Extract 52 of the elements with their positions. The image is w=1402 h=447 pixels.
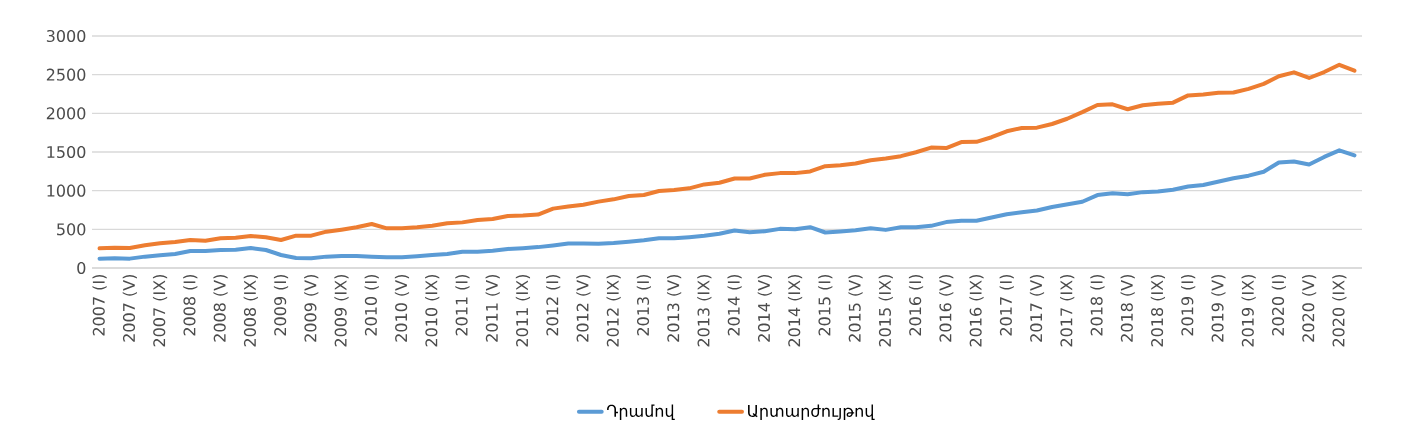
x-tick-label: 2018 (I) — [1090, 275, 1105, 336]
x-tick-label: 2012 (IX) — [606, 275, 621, 347]
x-tick-label: 2020 (IX) — [1332, 275, 1347, 347]
legend-label: Արտարժույթով — [748, 404, 875, 421]
x-tick-label: 2020 (I) — [1271, 275, 1286, 336]
x-tick-label: 2007 (V) — [122, 275, 137, 342]
x-tick-label: 2013 (IX) — [697, 275, 712, 347]
y-tick-label: 0 — [77, 261, 86, 275]
x-tick-label: 2017 (V) — [1029, 275, 1045, 342]
x-tick-label: 2013 (V) — [666, 275, 682, 342]
x-tick-label: 2015 (V) — [848, 275, 863, 342]
x-tick-label: 2013 (I) — [636, 275, 651, 336]
x-tick-label: 2008 (V) — [213, 275, 228, 342]
x-tick-label: 2007 (I) — [92, 275, 107, 336]
x-tick-label: 2014 (V) — [757, 275, 772, 342]
x-tick-label: 2010 (I) — [364, 275, 379, 336]
x-tick-label: 2017 (I) — [999, 275, 1014, 336]
x-tick-label: 2010 (IX) — [425, 275, 440, 347]
x-tick-label: 2011 (IX) — [515, 275, 531, 347]
x-tick-label: 2009 (V) — [304, 275, 319, 342]
y-tick-label: 2000 — [46, 107, 86, 120]
x-tick-label: 2016 (IX) — [969, 275, 984, 347]
x-tick-label: 2016 (I) — [908, 275, 924, 336]
x-tick-label: 2018 (V) — [1120, 275, 1135, 342]
y-tick-label: 1000 — [47, 184, 86, 197]
x-tick-label: 2015 (IX) — [878, 275, 893, 347]
x-tick-label: 2019 (IX) — [1241, 275, 1256, 347]
y-tick-label: 1500 — [47, 145, 86, 159]
y-tick-label: 2500 — [46, 68, 86, 81]
x-tick-label: 2019 (V) — [1211, 275, 1226, 342]
x-tick-label: 2016 (V) — [939, 275, 954, 342]
y-tick-label: 500 — [57, 223, 86, 236]
y-tick-label: 3000 — [46, 29, 86, 43]
x-tick-label: 2011 (I) — [455, 275, 470, 336]
x-tick-label: 2017 (IX) — [1060, 275, 1075, 347]
x-tick-label: 2011 (V) — [485, 275, 500, 342]
x-tick-label: 2020 (V) — [1301, 275, 1317, 342]
x-tick-label: 2018 (IX) — [1150, 275, 1166, 347]
x-tick-label: 2015 (I) — [818, 275, 833, 336]
x-tick-label: 2009 (I) — [273, 275, 289, 336]
x-tick-label: 2009 (IX) — [334, 275, 349, 347]
x-tick-label: 2012 (I) — [546, 275, 561, 336]
x-tick-label: 2007 (IX) — [152, 275, 168, 347]
line-series — [97, 62, 1357, 251]
x-tick-label: 2019 (I) — [1181, 275, 1196, 336]
x-tick-label: 2014 (IX) — [787, 275, 803, 347]
x-tick-label: 2012 (V) — [576, 275, 591, 342]
x-tick-label: 2008 (IX) — [243, 275, 258, 347]
x-tick-label: 2008 (I) — [183, 275, 198, 336]
x-tick-label: 2014 (I) — [727, 275, 742, 336]
x-tick-label: 2010 (V) — [394, 275, 410, 342]
legend-label: Դրամով — [607, 404, 675, 421]
